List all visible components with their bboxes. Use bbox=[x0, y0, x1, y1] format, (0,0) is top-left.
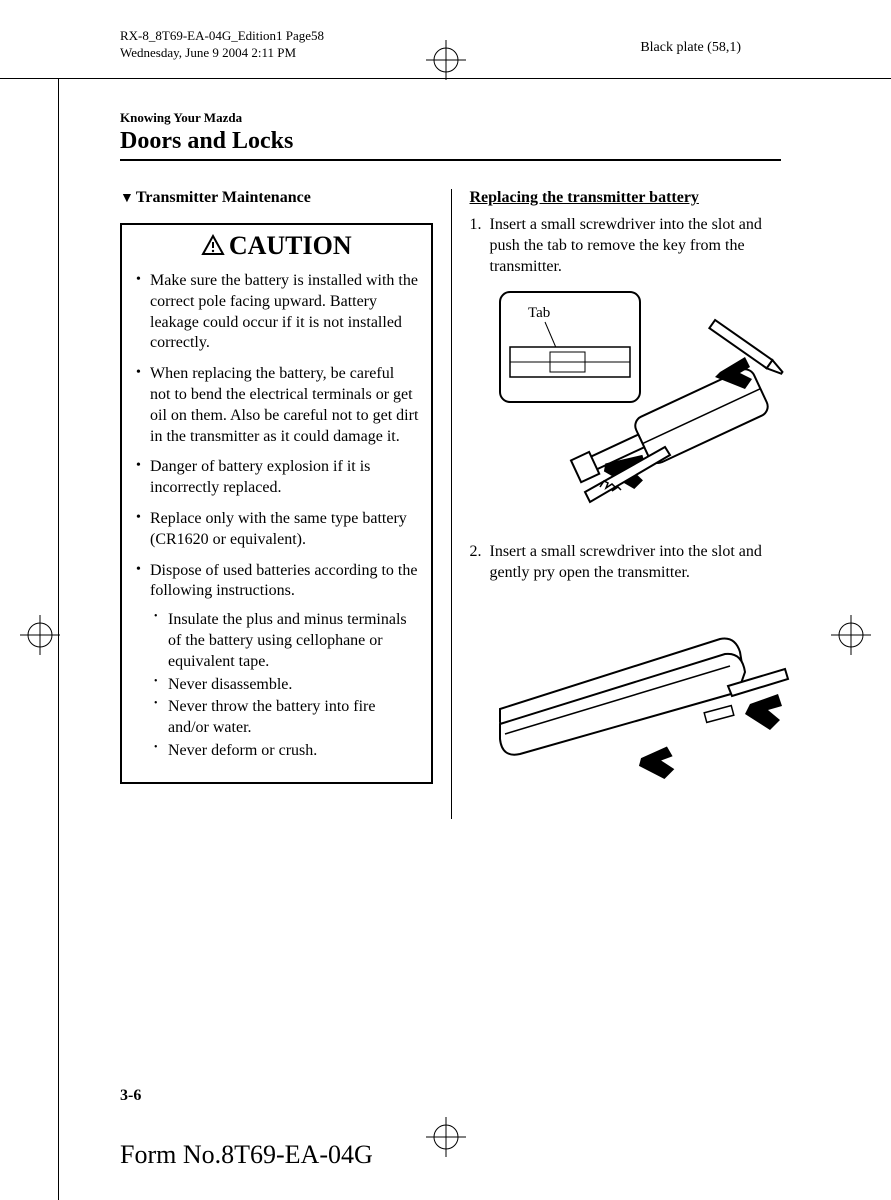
down-triangle-icon: ▼ bbox=[120, 191, 134, 207]
left-subhead: ▼Transmitter Maintenance bbox=[120, 189, 433, 207]
chapter-title: Doors and Locks bbox=[120, 128, 781, 155]
crop-mark-right-icon bbox=[831, 615, 871, 660]
crop-mark-bottom-icon bbox=[426, 1117, 466, 1162]
caution-sub-item: Never throw the battery into fire and/or… bbox=[150, 697, 419, 739]
step-text: Insert a small screwdriver into the slot… bbox=[490, 216, 762, 275]
step-list: 1. Insert a small screwdriver into the s… bbox=[470, 215, 782, 801]
caution-sublist: Insulate the plus and minus terminals of… bbox=[150, 610, 419, 762]
step-item: 1. Insert a small screwdriver into the s… bbox=[470, 215, 782, 524]
caution-item-text: Dispose of used batteries according to t… bbox=[150, 562, 417, 600]
caution-sub-item: Insulate the plus and minus terminals of… bbox=[150, 610, 419, 672]
tab-label: Tab bbox=[528, 305, 550, 321]
header-plate: Black plate (58,1) bbox=[640, 40, 741, 56]
doc-timestamp: Wednesday, June 9 2004 2:11 PM bbox=[120, 45, 324, 62]
right-column: Replacing the transmitter battery 1. Ins… bbox=[451, 189, 782, 819]
caution-item: Replace only with the same type battery … bbox=[134, 509, 419, 551]
step-text: Insert a small screwdriver into the slot… bbox=[490, 543, 762, 581]
header-meta: RX-8_8T69-EA-04G_Edition1 Page58 Wednesd… bbox=[120, 28, 324, 62]
page-number: 3-6 bbox=[120, 1087, 141, 1105]
caution-sub-item: Never disassemble. bbox=[150, 675, 419, 696]
caution-item: Dispose of used batteries according to t… bbox=[134, 561, 419, 762]
caution-title: CAUTION bbox=[122, 225, 431, 271]
right-subhead: Replacing the transmitter battery bbox=[470, 189, 782, 207]
caution-list: Make sure the battery is installed with … bbox=[122, 271, 431, 782]
caution-title-text: CAUTION bbox=[229, 231, 352, 260]
warning-icon bbox=[201, 233, 225, 263]
two-column-layout: ▼Transmitter Maintenance CAUTION Make su… bbox=[120, 189, 781, 819]
caution-sub-item: Never deform or crush. bbox=[150, 741, 419, 762]
section-label: Knowing Your Mazda bbox=[120, 110, 781, 126]
page-content: Knowing Your Mazda Doors and Locks ▼Tran… bbox=[120, 110, 781, 819]
step-number: 1. bbox=[470, 215, 482, 236]
crop-mark-top-icon bbox=[426, 40, 466, 85]
figure-2 bbox=[490, 594, 782, 801]
form-number: Form No.8T69-EA-04G bbox=[120, 1140, 373, 1170]
left-subhead-text: Transmitter Maintenance bbox=[136, 189, 311, 206]
doc-id: RX-8_8T69-EA-04G_Edition1 Page58 bbox=[120, 28, 324, 45]
caution-item: Make sure the battery is installed with … bbox=[134, 271, 419, 354]
step-number: 2. bbox=[470, 542, 482, 563]
title-rule bbox=[120, 159, 781, 161]
crop-mark-left-icon bbox=[20, 615, 60, 660]
caution-item: When replacing the battery, be careful n… bbox=[134, 364, 419, 447]
caution-box: CAUTION Make sure the battery is install… bbox=[120, 223, 433, 784]
left-column: ▼Transmitter Maintenance CAUTION Make su… bbox=[120, 189, 451, 819]
figure-1: Tab bbox=[490, 287, 782, 524]
caution-item: Danger of battery explosion if it is inc… bbox=[134, 457, 419, 499]
step-item: 2. Insert a small screwdriver into the s… bbox=[470, 542, 782, 800]
